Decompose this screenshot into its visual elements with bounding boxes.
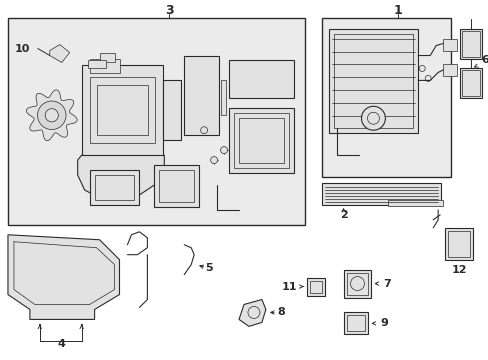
Polygon shape: [78, 155, 164, 200]
Text: 7: 7: [383, 279, 390, 289]
Text: 3: 3: [164, 4, 173, 17]
Bar: [89, 77, 155, 143]
Text: 11: 11: [281, 282, 296, 292]
Polygon shape: [8, 235, 119, 319]
Bar: [343, 270, 371, 297]
Text: 12: 12: [450, 265, 466, 275]
Bar: [228, 60, 293, 98]
Text: 9: 9: [380, 318, 387, 328]
Bar: [81, 66, 163, 155]
Bar: [461, 31, 479, 57]
Text: 2: 2: [339, 210, 347, 220]
Polygon shape: [26, 90, 77, 141]
Bar: [159, 170, 194, 202]
Circle shape: [45, 109, 58, 122]
Circle shape: [200, 127, 207, 134]
Bar: [459, 68, 481, 98]
Bar: [163, 80, 181, 140]
Text: 10: 10: [14, 44, 30, 54]
Bar: [97, 85, 148, 135]
Bar: [328, 29, 417, 133]
Bar: [346, 273, 368, 294]
Bar: [309, 280, 321, 293]
Bar: [447, 231, 469, 257]
Bar: [461, 71, 479, 96]
Bar: [321, 18, 450, 177]
Text: 8: 8: [276, 307, 284, 318]
Bar: [89, 59, 119, 73]
Circle shape: [210, 157, 217, 163]
Bar: [154, 165, 199, 207]
Bar: [234, 113, 288, 168]
Bar: [94, 175, 134, 200]
Text: 1: 1: [393, 4, 402, 17]
Bar: [321, 183, 440, 205]
Bar: [444, 228, 472, 260]
Bar: [239, 118, 283, 163]
Bar: [184, 55, 219, 135]
Circle shape: [361, 106, 385, 130]
Bar: [306, 278, 324, 296]
Bar: [346, 315, 365, 331]
Bar: [87, 60, 105, 68]
Bar: [343, 312, 368, 334]
Bar: [228, 108, 293, 173]
Circle shape: [38, 101, 66, 130]
Text: 6: 6: [480, 55, 488, 66]
Bar: [442, 39, 456, 50]
Bar: [221, 80, 225, 115]
Bar: [100, 53, 114, 63]
Circle shape: [220, 147, 227, 154]
Text: 4: 4: [58, 339, 65, 349]
Bar: [387, 200, 442, 206]
Bar: [89, 170, 139, 205]
Bar: [459, 29, 481, 59]
Polygon shape: [239, 300, 265, 327]
Bar: [442, 64, 456, 76]
Polygon shape: [50, 45, 70, 63]
Bar: [333, 33, 412, 128]
Bar: [8, 18, 304, 225]
Text: 5: 5: [205, 263, 212, 273]
